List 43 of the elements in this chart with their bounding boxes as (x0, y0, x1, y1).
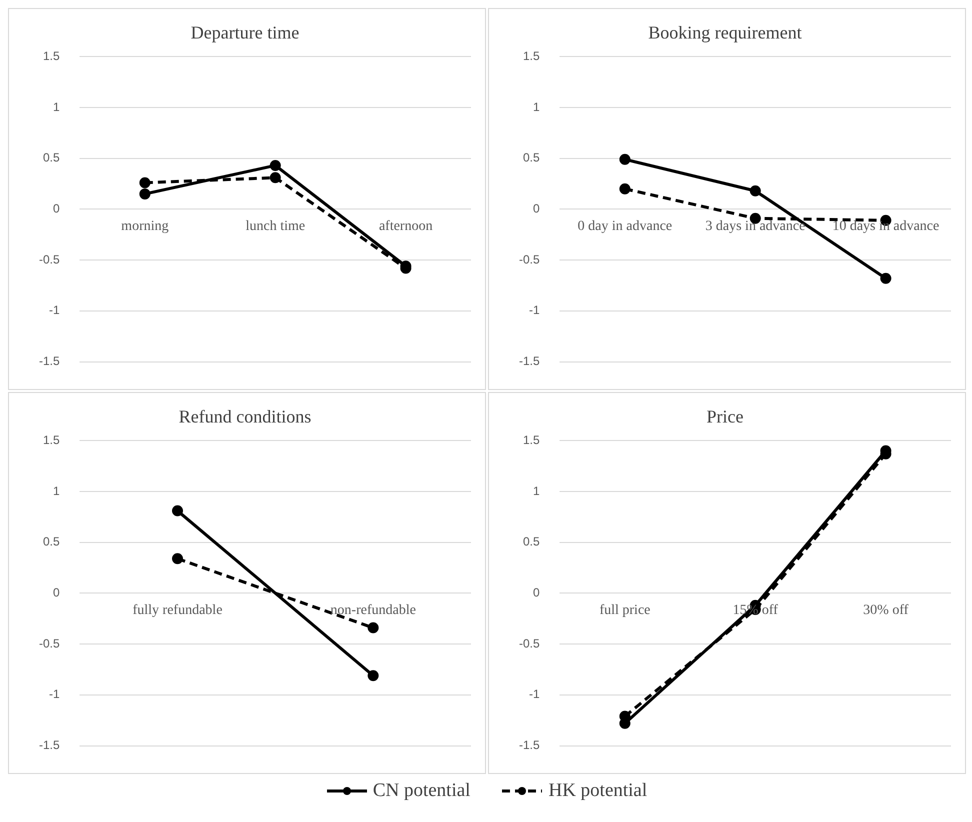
y-tick-label: 1.5 (42, 48, 60, 63)
y-tick-label: 1.5 (522, 432, 540, 447)
legend-label: HK potential (548, 780, 648, 802)
y-tick-label: -1.5 (38, 354, 60, 368)
x-tick-label: 3 days in advance (705, 218, 806, 234)
y-tick-label: 0.5 (522, 534, 540, 549)
y-tick-label: 0 (532, 586, 540, 600)
y-tick-label: 0 (52, 586, 60, 600)
x-tick-label: morning (121, 218, 169, 234)
y-tick-label: 1 (532, 100, 540, 114)
x-tick-label: fully refundable (132, 602, 222, 618)
y-tick-label: 0 (52, 202, 60, 216)
y-tick-label: 1 (532, 484, 540, 498)
chart-title: Price (706, 406, 744, 427)
chart-title: Departure time (190, 22, 300, 43)
x-tick-label: afternoon (378, 218, 433, 234)
y-tick-label: 1.5 (522, 48, 540, 63)
y-tick-label: -0.5 (518, 636, 540, 650)
y-tick-label: -0.5 (38, 636, 60, 650)
y-tick-label: 0.5 (42, 534, 60, 549)
y-tick-label: -1.5 (518, 738, 540, 752)
y-tick-label: -1 (529, 303, 540, 318)
x-tick-label: 0 day in advance (578, 218, 672, 234)
y-tick-label: -1 (529, 687, 540, 702)
x-tick-label: full price (599, 602, 650, 618)
y-tick-label: 1 (52, 484, 60, 498)
y-tick-label: 1.5 (42, 432, 60, 447)
y-tick-label: 1 (52, 100, 60, 114)
y-tick-label: -0.5 (518, 252, 540, 266)
legend-label: CN potential (372, 780, 470, 802)
y-tick-label: 0 (532, 202, 540, 216)
x-tick-label: 30% off (863, 602, 909, 618)
y-tick-label: -1.5 (38, 738, 60, 752)
y-tick-label: 0.5 (522, 150, 540, 165)
y-tick-label: -0.5 (38, 252, 60, 266)
x-tick-label: non-refundable (330, 602, 416, 618)
y-tick-label: -1 (49, 303, 60, 318)
chart-title: Refund conditions (178, 406, 312, 427)
chart-title: Booking requirement (648, 22, 802, 43)
x-tick-label: lunch time (246, 218, 306, 234)
y-tick-label: 0.5 (42, 150, 60, 165)
y-tick-label: -1.5 (518, 354, 540, 368)
y-tick-label: -1 (49, 687, 60, 702)
